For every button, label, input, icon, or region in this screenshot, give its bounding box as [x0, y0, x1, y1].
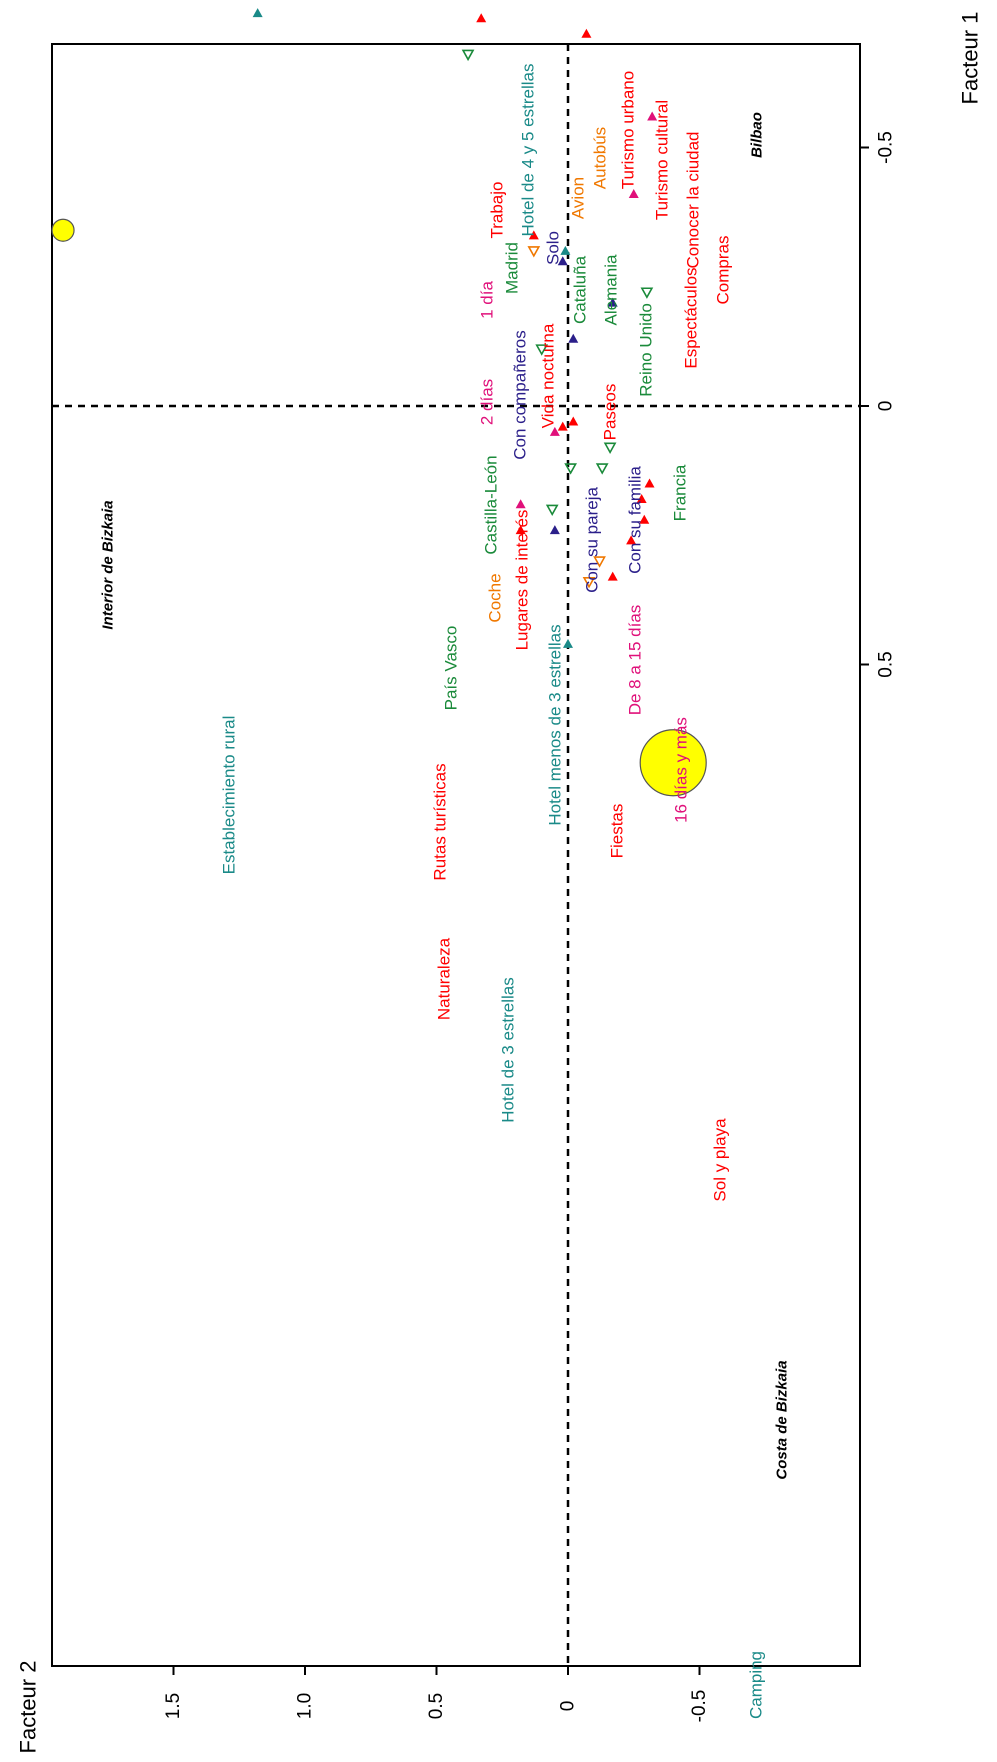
point-label: Con compañeros [511, 330, 530, 459]
point-label: Con su familia [626, 466, 645, 574]
triangle-marker [581, 28, 592, 38]
point-label: País Vasco [442, 626, 461, 711]
point-label: 16 días y más [672, 717, 691, 823]
axis-titles: Facteur 1 Facteur 2 [16, 12, 983, 1754]
axis-ticks: 0.50-0.5-1.0-1.5-2.01.51.00.50-0.5 [163, 131, 897, 1723]
triangle-marker [476, 13, 487, 23]
triangle-marker [593, 556, 606, 568]
facteur2-tick-label: -0.5 [689, 1690, 710, 1723]
triangle-marker [568, 416, 579, 426]
point-label: Rutas turísticas [431, 763, 450, 880]
triangle-marker [636, 494, 647, 504]
triangle-marker [607, 571, 618, 581]
triangle-marker [582, 576, 596, 589]
reference-lines [52, 44, 860, 1666]
facteur1-title: Facteur 1 [958, 12, 983, 105]
zone-label: Costa de Bizkaia [774, 1360, 791, 1479]
point-label: Turismo urbano [619, 71, 638, 189]
point-label: Establecimiento rural [220, 716, 239, 875]
point-label: Espectáculos [682, 267, 701, 368]
triangle-marker [515, 499, 526, 509]
zone-label: Interior de Bizkaia [100, 500, 117, 629]
point-label: Compras [714, 236, 733, 305]
facteur2-tick-label: 0 [558, 1701, 579, 1712]
triangle-marker [252, 8, 263, 18]
triangle-marker [461, 49, 475, 62]
triangle-marker [545, 504, 559, 517]
point-label: Hotel de 3 estrellas [499, 977, 518, 1123]
triangle-marker [527, 246, 541, 258]
triangle-marker [644, 478, 655, 488]
triangle-marker [607, 297, 618, 307]
triangle-marker [640, 287, 654, 299]
data-markers [252, 8, 658, 648]
triangle-marker [549, 426, 560, 436]
point-label: Avion [569, 177, 588, 219]
facteur1-tick-label: 0 [876, 401, 897, 412]
triangle-marker [603, 442, 617, 455]
point-label: Naturaleza [435, 937, 454, 1020]
point-label: Trabajo [488, 181, 507, 238]
triangle-marker [549, 525, 560, 535]
zone-bubble [51, 218, 75, 242]
point-label: Hotel menos de 3 estrellas [546, 624, 565, 825]
point-label: Solo [544, 231, 563, 265]
zone-bubble [639, 729, 707, 797]
zone-label: Bilbao [749, 112, 766, 158]
point-label: Turismo cultural [653, 100, 672, 220]
point-label: Sol y playa [711, 1118, 730, 1202]
point-label: 2 días [478, 379, 497, 425]
triangle-marker [563, 638, 573, 648]
triangle-marker [647, 111, 658, 121]
triangle-marker [626, 535, 637, 545]
point-label: Reino Unido [637, 303, 656, 397]
plot-border [51, 43, 861, 1667]
facteur2-tick-label: 1.5 [163, 1693, 184, 1719]
facteur2-tick-label: 0.5 [426, 1693, 447, 1719]
triangle-marker [564, 463, 577, 475]
triangle-marker [560, 245, 571, 255]
facteur2-tick-label: 1.0 [295, 1693, 316, 1719]
triangle-marker [628, 189, 639, 199]
point-label: Madrid [503, 242, 522, 294]
point-label: Castilla-León [482, 455, 501, 554]
triangle-marker [595, 463, 609, 475]
facteur1-tick-label: 0.5 [876, 651, 897, 677]
point-label: Francia [671, 464, 690, 521]
plot-frame [51, 43, 861, 1667]
triangle-marker [568, 333, 579, 343]
triangle-marker [557, 256, 568, 266]
point-label: Conocer la ciudad [684, 131, 703, 268]
point-label: Coche [486, 573, 505, 622]
facteur1-tick-label: -0.5 [876, 131, 897, 164]
point-label: 1 día [478, 281, 497, 319]
point-label: Vida nocturna [539, 323, 558, 428]
triangle-marker [557, 421, 568, 431]
point-label: Paseos [601, 384, 620, 441]
point-label: Autobús [591, 127, 610, 189]
triangle-marker [639, 514, 650, 524]
point-label: Con su pareja [583, 487, 602, 593]
triangle-marker [515, 525, 526, 535]
point-label: Fiestas [608, 804, 627, 859]
point-label: Cataluña [571, 255, 590, 324]
point-label: Lugares de interés [513, 510, 532, 651]
zone-bubbles [51, 218, 707, 797]
triangle-marker [535, 344, 549, 356]
point-label: Hotel de 4 y 5 estrellas [519, 64, 538, 237]
point-label: Alemania [602, 254, 621, 325]
data-labels: Bilbao Interior de Bizkaia Costa de Bizkai… [100, 64, 791, 1719]
point-label: Camping [747, 1651, 766, 1719]
facteur2-title: Facteur 2 [16, 1661, 41, 1754]
point-label: De 8 a 15 días [626, 605, 645, 716]
triangle-marker [528, 230, 539, 240]
